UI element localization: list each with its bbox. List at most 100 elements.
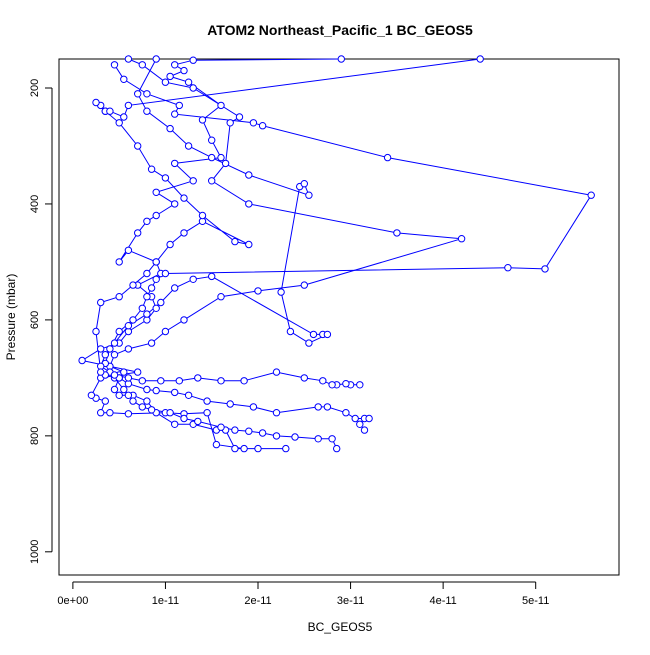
chart-title: ATOM2 Northeast_Pacific_1 BC_GEOS5: [207, 22, 473, 38]
data-point: [143, 310, 151, 318]
data-point: [333, 444, 341, 453]
data-point: [138, 61, 147, 69]
data-point: [110, 385, 119, 394]
data-point: [115, 258, 123, 266]
data-point: [208, 136, 216, 144]
data-point: [110, 339, 119, 347]
data-point: [258, 429, 267, 437]
data-point: [101, 397, 110, 405]
data-point: [217, 101, 225, 110]
data-point: [152, 258, 160, 266]
data-point: [143, 385, 151, 394]
data-point: [129, 281, 137, 289]
data-point: [152, 386, 160, 395]
data-point: [175, 377, 184, 385]
data-point: [272, 409, 281, 417]
data-point: [152, 304, 160, 312]
data-point: [115, 391, 123, 399]
data-point: [235, 113, 244, 121]
series-line-2: [109, 58, 462, 450]
data-point: [106, 107, 114, 115]
data-point: [124, 246, 133, 255]
y-axis-label: Pressure (mbar): [4, 274, 18, 361]
data-point: [245, 171, 253, 179]
data-point: [147, 284, 156, 292]
data-point: [120, 113, 128, 121]
data-point: [189, 56, 197, 64]
data-point: [157, 298, 165, 307]
data-point: [106, 409, 114, 417]
data-point: [124, 410, 133, 418]
data-point: [161, 327, 170, 336]
data-point: [231, 426, 239, 434]
data-point: [323, 330, 332, 339]
data-point: [342, 409, 350, 417]
data-point: [541, 265, 549, 273]
data-point: [166, 124, 174, 133]
data-point: [208, 177, 216, 185]
data-point: [351, 414, 359, 423]
data-point: [166, 240, 174, 249]
data-point: [106, 345, 114, 353]
data-point: [314, 435, 322, 443]
plot-points: [78, 55, 595, 453]
data-point: [143, 90, 151, 98]
data-point: [143, 293, 151, 301]
data-point: [305, 339, 313, 347]
y-tick-label: 1000: [29, 540, 41, 564]
data-point: [147, 339, 156, 347]
data-point: [97, 345, 105, 353]
data-point: [134, 229, 142, 237]
data-point: [97, 409, 105, 417]
data-point: [365, 414, 373, 423]
data-point: [217, 153, 225, 162]
data-point: [171, 110, 179, 118]
data-point: [203, 409, 211, 417]
data-point: [208, 272, 216, 281]
y-tick-label: 800: [29, 427, 41, 445]
data-point: [134, 142, 142, 150]
data-point: [212, 440, 221, 449]
data-point: [323, 403, 332, 411]
data-point: [328, 435, 336, 443]
data-point: [115, 119, 123, 127]
data-point: [120, 385, 128, 394]
data-point: [249, 119, 258, 127]
data-point: [78, 356, 86, 365]
y-tick-label: 600: [29, 311, 41, 329]
data-point: [180, 194, 188, 202]
data-point: [110, 351, 119, 359]
data-point: [166, 409, 174, 417]
data-point: [184, 391, 193, 399]
data-point: [309, 330, 318, 339]
data-point: [161, 174, 170, 182]
data-point: [245, 427, 253, 435]
data-point: [129, 397, 137, 405]
data-point: [143, 107, 151, 115]
data-point: [138, 377, 147, 385]
data-point: [189, 84, 197, 92]
data-point: [157, 377, 165, 385]
x-tick-label: 1e-11: [152, 595, 179, 607]
data-point: [101, 351, 110, 359]
data-point: [189, 275, 197, 283]
data-point: [115, 293, 123, 301]
x-tick-label: 5e-11: [522, 595, 549, 607]
data-point: [231, 237, 239, 246]
data-point: [147, 406, 156, 414]
x-tick-label: 3e-11: [337, 595, 364, 607]
data-point: [208, 153, 216, 162]
x-tick-label: 0e+00: [57, 595, 88, 607]
data-point: [300, 281, 308, 289]
data-point: [240, 377, 248, 385]
data-point: [161, 78, 170, 86]
data-point: [194, 417, 202, 426]
data-point: [152, 55, 160, 63]
data-point: [217, 377, 225, 385]
data-point: [383, 153, 392, 162]
data-point: [110, 371, 119, 379]
data-point: [300, 374, 308, 382]
data-point: [120, 368, 128, 376]
data-point: [134, 90, 142, 98]
